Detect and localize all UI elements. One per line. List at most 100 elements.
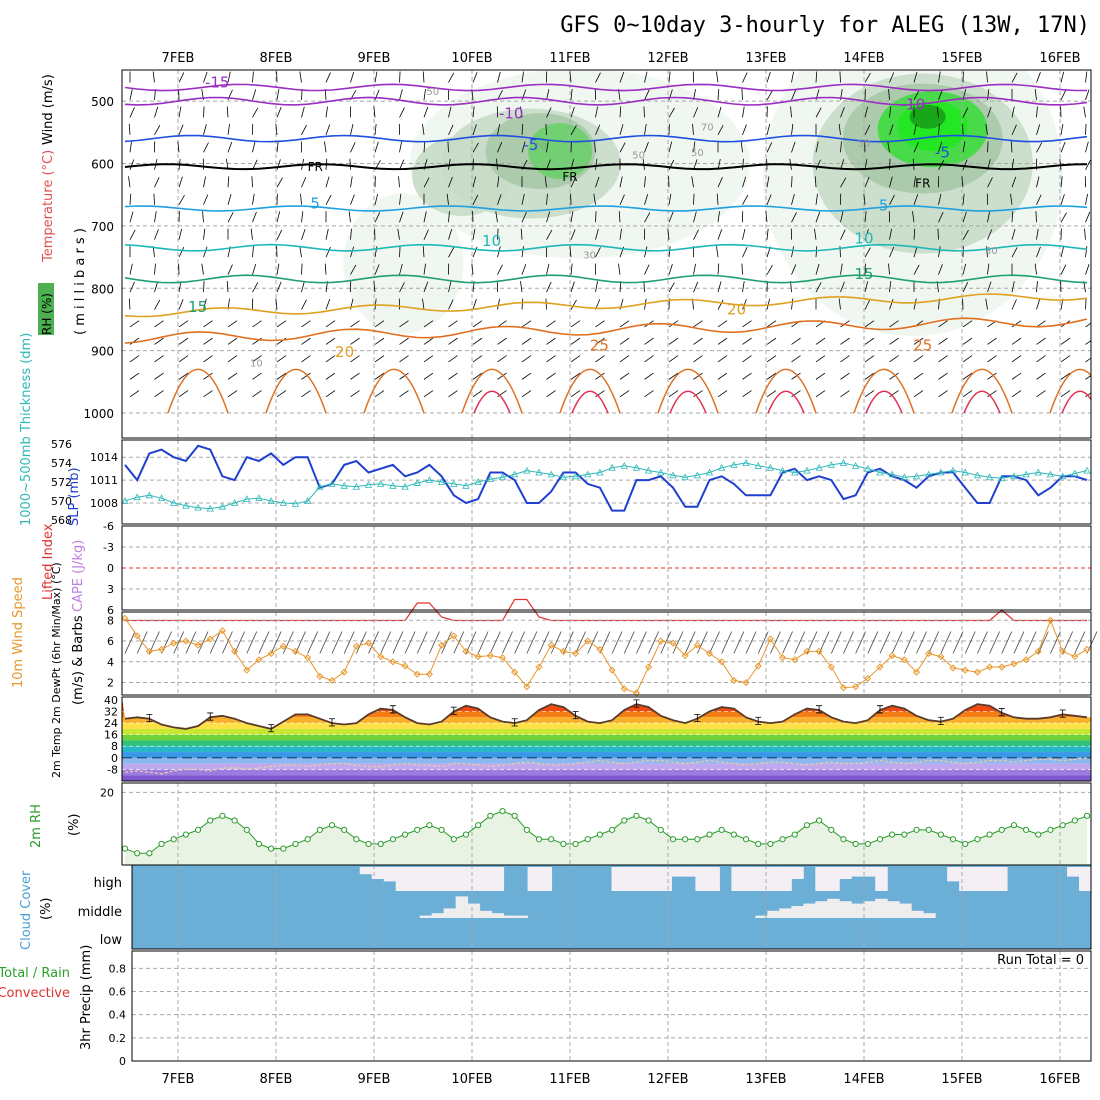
wind-barb — [129, 337, 140, 345]
wind-barb — [864, 299, 871, 310]
rh-point — [560, 840, 567, 848]
wind-speed-point — [572, 649, 580, 658]
wind-barb — [766, 355, 777, 363]
wind-barb — [742, 194, 749, 205]
wind-barb — [1060, 337, 1071, 345]
temperature-contour-label: 15 — [188, 298, 207, 316]
wind-barb — [252, 193, 255, 205]
temperature-contour-arch — [265, 368, 327, 414]
wind-barb — [1011, 176, 1017, 188]
wind-barb — [815, 141, 819, 153]
wind-barb — [766, 71, 771, 83]
wind-barb — [1010, 193, 1013, 205]
wind-barb — [128, 298, 131, 310]
temperature-line — [124, 703, 1088, 730]
thickness-point — [596, 468, 604, 476]
wind-barb — [815, 337, 826, 345]
rh-point — [864, 840, 871, 848]
wind-barb — [154, 211, 157, 223]
wind-barb — [448, 247, 455, 258]
wind-barb — [497, 71, 501, 83]
precip-frame — [131, 950, 1092, 1062]
wind-barb — [203, 228, 206, 240]
wind-barb — [595, 320, 605, 328]
rh-point — [170, 836, 177, 843]
cloud-clear-middle — [443, 908, 457, 918]
wind-barb — [1085, 159, 1091, 170]
wind-speed-point — [961, 666, 969, 674]
wind-barb — [227, 71, 231, 83]
cloud-clear-high — [371, 867, 385, 879]
pressure-tick-label: 600 — [91, 158, 114, 172]
wind-barb — [399, 320, 409, 328]
wind-barb — [741, 263, 743, 275]
wind-barb — [276, 177, 283, 188]
cloud-clear-high — [419, 867, 433, 891]
wind-barb — [962, 372, 973, 380]
wind-speed-point — [1010, 660, 1018, 668]
thickness-point — [425, 476, 434, 483]
precip-tick-label: 0.4 — [109, 1009, 127, 1022]
wind-barb — [301, 176, 307, 188]
wind-barb — [838, 298, 841, 310]
cloud-clear-high — [647, 867, 660, 891]
wind-barb — [766, 320, 777, 328]
wind-barb — [815, 390, 826, 398]
temperature-contour-arch — [755, 368, 817, 414]
thickness-point — [352, 482, 361, 490]
wind-barb — [252, 320, 262, 328]
cloud-clear-middle — [803, 903, 816, 918]
rh-point — [511, 812, 518, 819]
cloud-level-label: high — [94, 876, 122, 891]
wind-barb — [1036, 72, 1041, 83]
wind-barb — [521, 320, 532, 328]
thickness-point — [510, 470, 519, 478]
wind-barb — [203, 246, 208, 258]
wind-barb — [546, 159, 551, 170]
wind-barb — [301, 372, 311, 380]
wind-barb — [962, 337, 973, 345]
surface-wind-barb — [380, 631, 392, 654]
wind-barb — [595, 72, 601, 83]
rh-point — [645, 817, 652, 824]
thickness-point — [815, 463, 823, 471]
wind-barb — [1036, 320, 1046, 328]
wind-barb — [570, 390, 581, 398]
wind-barb — [742, 228, 746, 240]
wind-barb — [985, 298, 988, 310]
thickness-point — [498, 473, 507, 481]
wind-barb — [423, 177, 430, 188]
wind-barb — [570, 106, 575, 118]
wind-barb — [938, 355, 948, 363]
wind-barb — [1036, 372, 1046, 380]
wind-barb — [1085, 193, 1088, 205]
cloud-clear-high — [851, 867, 864, 877]
wind-barb — [668, 355, 679, 363]
temp-tick-label: 16 — [104, 729, 118, 742]
wind-barb — [619, 176, 623, 188]
wind-barb — [546, 390, 556, 398]
wind-barb — [423, 106, 429, 118]
wind-barb — [227, 212, 234, 223]
wind-speed-point — [791, 656, 799, 664]
wind-barb — [129, 141, 132, 153]
rh-point — [633, 812, 640, 819]
wind-barb — [497, 142, 503, 153]
temperature-contour-label: 20 — [335, 343, 354, 361]
wind-barb — [350, 337, 360, 345]
wind-barb — [987, 281, 992, 293]
wind-barb — [618, 263, 621, 275]
wind-barb — [717, 263, 720, 275]
rh-point — [949, 836, 957, 843]
wind-barb — [913, 390, 924, 398]
thickness-point — [644, 466, 653, 474]
wind-speed-point — [864, 674, 872, 682]
wind-barb — [226, 106, 229, 118]
wind-barb — [619, 106, 622, 118]
cloud-clear-high — [467, 867, 481, 891]
wind-speed-point — [145, 647, 153, 655]
wind-barb — [472, 390, 483, 398]
date-label-bottom: 9FEB — [358, 1072, 391, 1087]
rh-point — [450, 836, 457, 843]
wind-barb — [203, 337, 213, 345]
